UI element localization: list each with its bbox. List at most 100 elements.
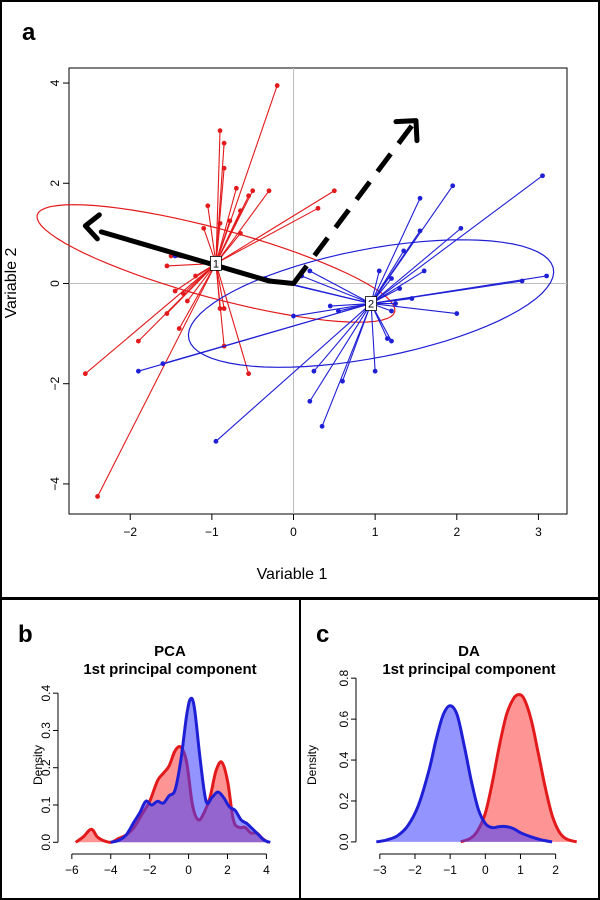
- pca-title-line1: PCA: [154, 643, 186, 660]
- x-tick-label: −2: [408, 863, 422, 877]
- y-tick-label: 4: [48, 79, 62, 86]
- group-2-spoke: [370, 280, 523, 305]
- group-2-spoke: [370, 230, 421, 304]
- group-1-point: [176, 326, 182, 331]
- group-2-spoke: [370, 270, 425, 304]
- x-tick-label: 0: [185, 863, 192, 877]
- group-2-point: [421, 268, 427, 274]
- density-line-group2: [376, 704, 553, 844]
- group-2-spoke: [293, 302, 372, 317]
- centroid-2-label: 2: [368, 299, 374, 311]
- group-2-spoke: [330, 302, 372, 307]
- group-1-point: [250, 188, 256, 194]
- x-tick-label: 4: [263, 863, 270, 877]
- x-tick-label: 2: [224, 863, 231, 877]
- group-2-point: [340, 378, 345, 384]
- group-2-spoke: [215, 303, 372, 442]
- centroid-1-box: [210, 256, 222, 271]
- group-1-point: [233, 185, 239, 191]
- group-1-point: [221, 306, 227, 311]
- x-tick-label: 1: [372, 525, 379, 539]
- group-1-point: [331, 188, 337, 194]
- da-density-plot: −3 −2 −1 0 1 2 0.0 0.2 0.4 0.6 0.8: [337, 670, 578, 877]
- x-tick-label: 1: [517, 863, 524, 877]
- plot-box: [68, 67, 568, 515]
- group-2-point: [540, 173, 545, 179]
- y-tick-label: 0.4: [39, 685, 53, 702]
- centroid-2-box: [365, 296, 377, 311]
- density-line-group2: [110, 696, 271, 844]
- group-1-spoke: [215, 263, 250, 374]
- x-tick-label: 3: [535, 525, 542, 539]
- group-1-spoke: [215, 190, 335, 264]
- x-tick-label: 2: [552, 863, 559, 877]
- group-2-spoke: [370, 227, 462, 304]
- group-1-spoke: [215, 263, 225, 309]
- y-tick-label: −2: [48, 377, 62, 391]
- group-2-point: [519, 278, 525, 284]
- x-tick-label: 0: [482, 863, 489, 877]
- group-2-point: [384, 336, 390, 342]
- group-1-spoke: [174, 262, 217, 292]
- da-title-line1: DA: [458, 643, 480, 660]
- centroid-1-label: 1: [213, 258, 219, 270]
- group-2-point: [417, 195, 423, 201]
- group-1-point: [238, 230, 243, 236]
- y-tick-label: 0.6: [337, 710, 351, 727]
- group-1-point: [201, 225, 207, 231]
- y-tick-label: 0.8: [337, 670, 351, 687]
- scatter-plot: −2 −1 0 1 2 3 −4 −2 0 2 4 1 2: [36, 67, 568, 539]
- group-2-spoke: [370, 303, 376, 372]
- density-area-group1: [460, 694, 577, 842]
- x-tick-label: −6: [65, 863, 79, 877]
- group-1-point: [172, 288, 178, 294]
- group-2-spoke: [371, 302, 457, 315]
- group-2-point: [450, 183, 456, 189]
- group-1-spoke: [207, 205, 217, 264]
- group-2-spoke: [313, 303, 372, 372]
- pca-arrow-head: [82, 212, 102, 242]
- group-2-point: [389, 338, 394, 344]
- group-2-spoke: [370, 250, 405, 304]
- y-tick-label: 0: [48, 280, 62, 287]
- group-2-point: [291, 313, 296, 319]
- x-tick-label: −2: [123, 525, 137, 539]
- y-tick-label: 0.0: [39, 834, 53, 851]
- group-1-point: [217, 128, 223, 134]
- group-2-point: [307, 398, 313, 404]
- panel-a-frame: [0, 0, 600, 599]
- group-2-point: [393, 301, 398, 306]
- da-y-axis-title: Density: [305, 745, 319, 785]
- y-tick-label: 0.2: [39, 759, 53, 776]
- group-1-spoke: [215, 207, 319, 264]
- group-2-point: [311, 368, 317, 374]
- group-1-point: [238, 208, 243, 214]
- group-2-spoke: [370, 297, 412, 305]
- y-tick-label: 0.4: [337, 751, 351, 768]
- y-tick-label: −4: [48, 477, 62, 491]
- pca-y-axis-title: Density: [31, 745, 45, 785]
- x-tick-label: −1: [443, 863, 457, 877]
- group-1-spoke: [215, 190, 270, 264]
- group-2-spoke: [301, 275, 372, 305]
- y-tick-label: 0.3: [39, 722, 53, 739]
- group-1-point: [217, 220, 223, 226]
- group-1-spoke: [97, 263, 217, 497]
- y-tick-label: 0.0: [337, 833, 351, 850]
- y-tick-label: 2: [48, 180, 62, 187]
- group-1-spoke: [215, 263, 221, 309]
- group-1-point: [184, 298, 190, 304]
- group-1-spoke: [215, 210, 241, 264]
- group-2-point: [454, 311, 460, 316]
- group-2-point: [336, 308, 341, 314]
- x-axis-title: Variable 1: [257, 566, 328, 583]
- group-1-spoke: [215, 130, 221, 264]
- panel-b-label: b: [18, 621, 33, 648]
- pca-direction-arrow: [98, 229, 297, 286]
- group-2-point: [327, 303, 333, 309]
- group-2-ellipse: [187, 239, 555, 368]
- x-tick-label: −3: [373, 863, 387, 877]
- panel-c-label: c: [316, 621, 329, 648]
- group-1-point: [246, 371, 252, 377]
